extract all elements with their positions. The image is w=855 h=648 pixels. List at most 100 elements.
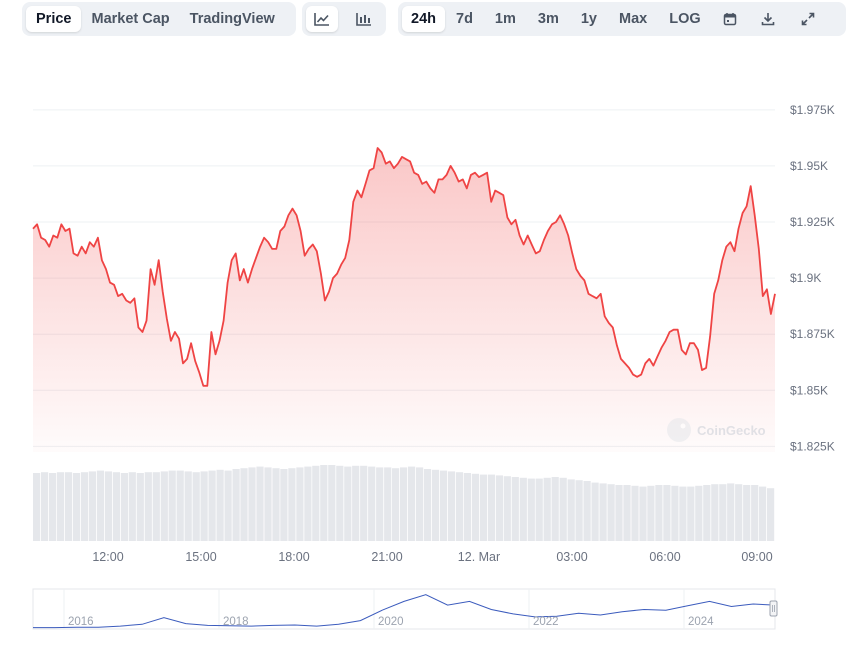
volume-bar: [535, 478, 543, 541]
watermark-text: CoinGecko: [697, 423, 766, 438]
expand-icon: [801, 12, 814, 26]
volume-bar: [168, 470, 176, 541]
volume-bar: [312, 465, 320, 541]
volume-bar: [551, 477, 559, 541]
y-tick-label: $1.9K: [790, 271, 821, 285]
calendar-button[interactable]: [712, 6, 748, 32]
x-tick-label: 21:00: [371, 550, 402, 564]
volume-bar: [400, 467, 408, 541]
candlestick-chart-icon: [356, 13, 371, 26]
y-tick-label: $1.975K: [790, 103, 835, 117]
chart-style-group: [302, 2, 386, 36]
volume-bar: [104, 471, 112, 541]
volume-bar: [200, 471, 208, 541]
volume-bar: [439, 470, 448, 541]
range-1m[interactable]: 1m: [494, 11, 516, 27]
y-tick-label: $1.85K: [790, 383, 828, 397]
volume-bar: [607, 484, 615, 541]
volume-bar: [49, 473, 57, 541]
volume-bar: [703, 485, 711, 541]
range-24h[interactable]: 24h: [402, 6, 445, 32]
range-1y[interactable]: 1y: [580, 11, 597, 27]
volume-bar: [463, 473, 471, 541]
navigator-handle[interactable]: [769, 600, 778, 617]
navigator-year-label: 2022: [533, 616, 559, 628]
volume-bar: [96, 470, 104, 541]
coingecko-logo-icon: [667, 418, 691, 442]
volume-bar: [479, 474, 487, 541]
range-3m[interactable]: 3m: [537, 11, 559, 27]
volume-bar: [711, 484, 719, 541]
volume-bar: [88, 471, 96, 541]
volume-bar: [80, 472, 89, 541]
y-tick-label: $1.825K: [790, 439, 835, 453]
volume-bar: [519, 477, 527, 541]
volume-bar: [423, 469, 432, 541]
download-button[interactable]: [748, 6, 788, 32]
volume-bar: [567, 479, 575, 541]
navigator-year-label: 2020: [378, 616, 404, 628]
x-tick-label: 06:00: [649, 550, 680, 564]
range-navigator[interactable]: 2016 2018 2020 2022 2024: [32, 588, 778, 630]
tab-market-cap[interactable]: Market Cap: [91, 11, 170, 27]
range-max[interactable]: Max: [619, 11, 648, 27]
volume-bar: [192, 472, 200, 541]
volume-bar: [743, 485, 751, 541]
coingecko-watermark: CoinGecko: [667, 418, 766, 442]
volume-bar: [719, 484, 727, 541]
volume-bar: [599, 483, 607, 541]
range-7d[interactable]: 7d: [456, 11, 473, 27]
volume-bar: [727, 483, 735, 541]
volume-bar: [152, 472, 160, 541]
volume-bar: [431, 469, 440, 541]
calendar-icon: [723, 13, 736, 26]
expand-button[interactable]: [788, 6, 828, 32]
volume-bar: [248, 467, 256, 541]
volume-bar: [320, 465, 328, 541]
volume-bar: [447, 471, 456, 541]
volume-bar: [591, 482, 599, 541]
download-icon: [761, 13, 774, 26]
x-tick-label: 09:00: [741, 550, 772, 564]
volume-bar: [759, 486, 767, 541]
y-tick-label: $1.875K: [790, 327, 835, 341]
tab-tradingview[interactable]: TradingView: [189, 11, 275, 27]
x-tick-label: 15:00: [185, 550, 216, 564]
tab-price[interactable]: Price: [26, 6, 82, 32]
volume-bar: [671, 485, 679, 541]
volume-bar: [655, 485, 663, 541]
volume-bar: [687, 486, 695, 541]
volume-bar: [216, 469, 224, 541]
x-tick-label: 12:00: [92, 550, 123, 564]
x-tick-label: 03:00: [556, 550, 587, 564]
volume-bar: [575, 480, 583, 541]
x-axis-labels: 12:00 15:00 18:00 21:00 12. Mar 03:00 06:00 09:…: [92, 550, 772, 564]
volume-bar: [112, 472, 120, 541]
volume-bar: [639, 486, 647, 541]
volume-bar: [208, 470, 216, 541]
navigator-year-label: 2018: [223, 616, 249, 628]
volume-bar: [232, 469, 240, 541]
line-chart-button[interactable]: [306, 6, 338, 32]
volume-bar: [344, 466, 352, 541]
volume-bar: [455, 472, 464, 541]
range-tab-group: 24h 7d 1m 3m 1y Max LOG: [398, 2, 846, 36]
volume-bar: [41, 472, 49, 541]
volume-bars: [33, 465, 775, 541]
price-area: [33, 148, 775, 452]
volume-bar: [392, 468, 400, 541]
range-log[interactable]: LOG: [669, 11, 701, 27]
volume-bar: [336, 465, 344, 541]
volume-bar: [543, 477, 551, 541]
volume-bar: [679, 486, 687, 541]
volume-bar: [695, 485, 703, 541]
volume-bar: [144, 472, 152, 541]
volume-bar: [160, 471, 168, 541]
volume-bar: [647, 485, 655, 541]
candlestick-chart-button[interactable]: [348, 6, 380, 32]
volume-bar: [120, 473, 128, 541]
volume-bar: [280, 469, 288, 541]
volume-bar: [240, 468, 248, 541]
line-chart-icon: [314, 13, 329, 26]
